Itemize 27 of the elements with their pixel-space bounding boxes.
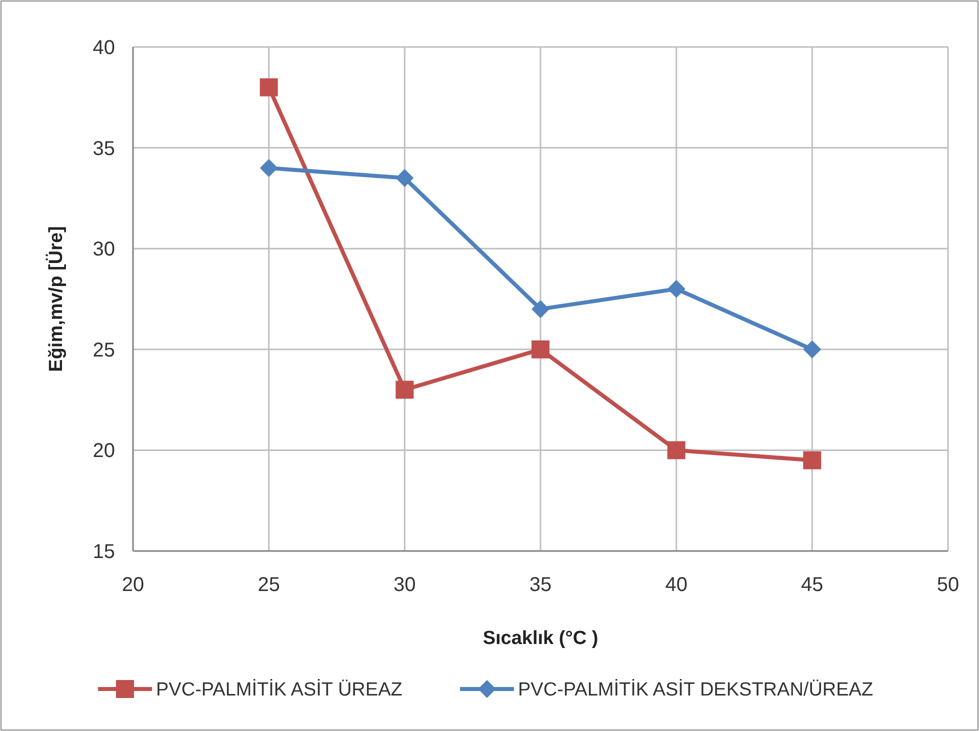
point bbox=[667, 280, 686, 298]
point bbox=[667, 441, 686, 460]
x-tick-label: 20 bbox=[122, 574, 144, 596]
x-tick-label: 40 bbox=[665, 574, 688, 596]
x-tick-label: 35 bbox=[529, 574, 552, 596]
y-axis-title: Eğim,mv/p [Üre] bbox=[45, 226, 67, 372]
x-tick-label: 50 bbox=[936, 574, 960, 596]
point bbox=[260, 78, 278, 96]
y-tick-label: 30 bbox=[92, 238, 115, 261]
point bbox=[532, 300, 550, 318]
point bbox=[803, 340, 822, 358]
x-tick-label: 45 bbox=[801, 574, 824, 596]
point bbox=[396, 380, 414, 399]
y-tick-label: 40 bbox=[92, 37, 115, 59]
legend-label: PVC-PALMİTİK ASİT ÜREAZ bbox=[156, 678, 403, 701]
y-tick-label: 20 bbox=[92, 440, 115, 462]
point bbox=[260, 158, 278, 177]
y-tick-label: 15 bbox=[92, 541, 115, 563]
point bbox=[803, 451, 822, 470]
x-axis-title: Sıcaklık (°C ) bbox=[482, 628, 598, 649]
point bbox=[396, 169, 414, 188]
x-tick-label: 25 bbox=[258, 574, 280, 596]
y-tick-label: 25 bbox=[92, 339, 115, 362]
point bbox=[532, 340, 550, 358]
x-tick-label: 30 bbox=[394, 574, 416, 596]
y-tick-label: 35 bbox=[92, 138, 115, 160]
legend-label: PVC-PALMİTİK ASİT DEKSTRAN/ÜREAZ bbox=[518, 678, 874, 701]
